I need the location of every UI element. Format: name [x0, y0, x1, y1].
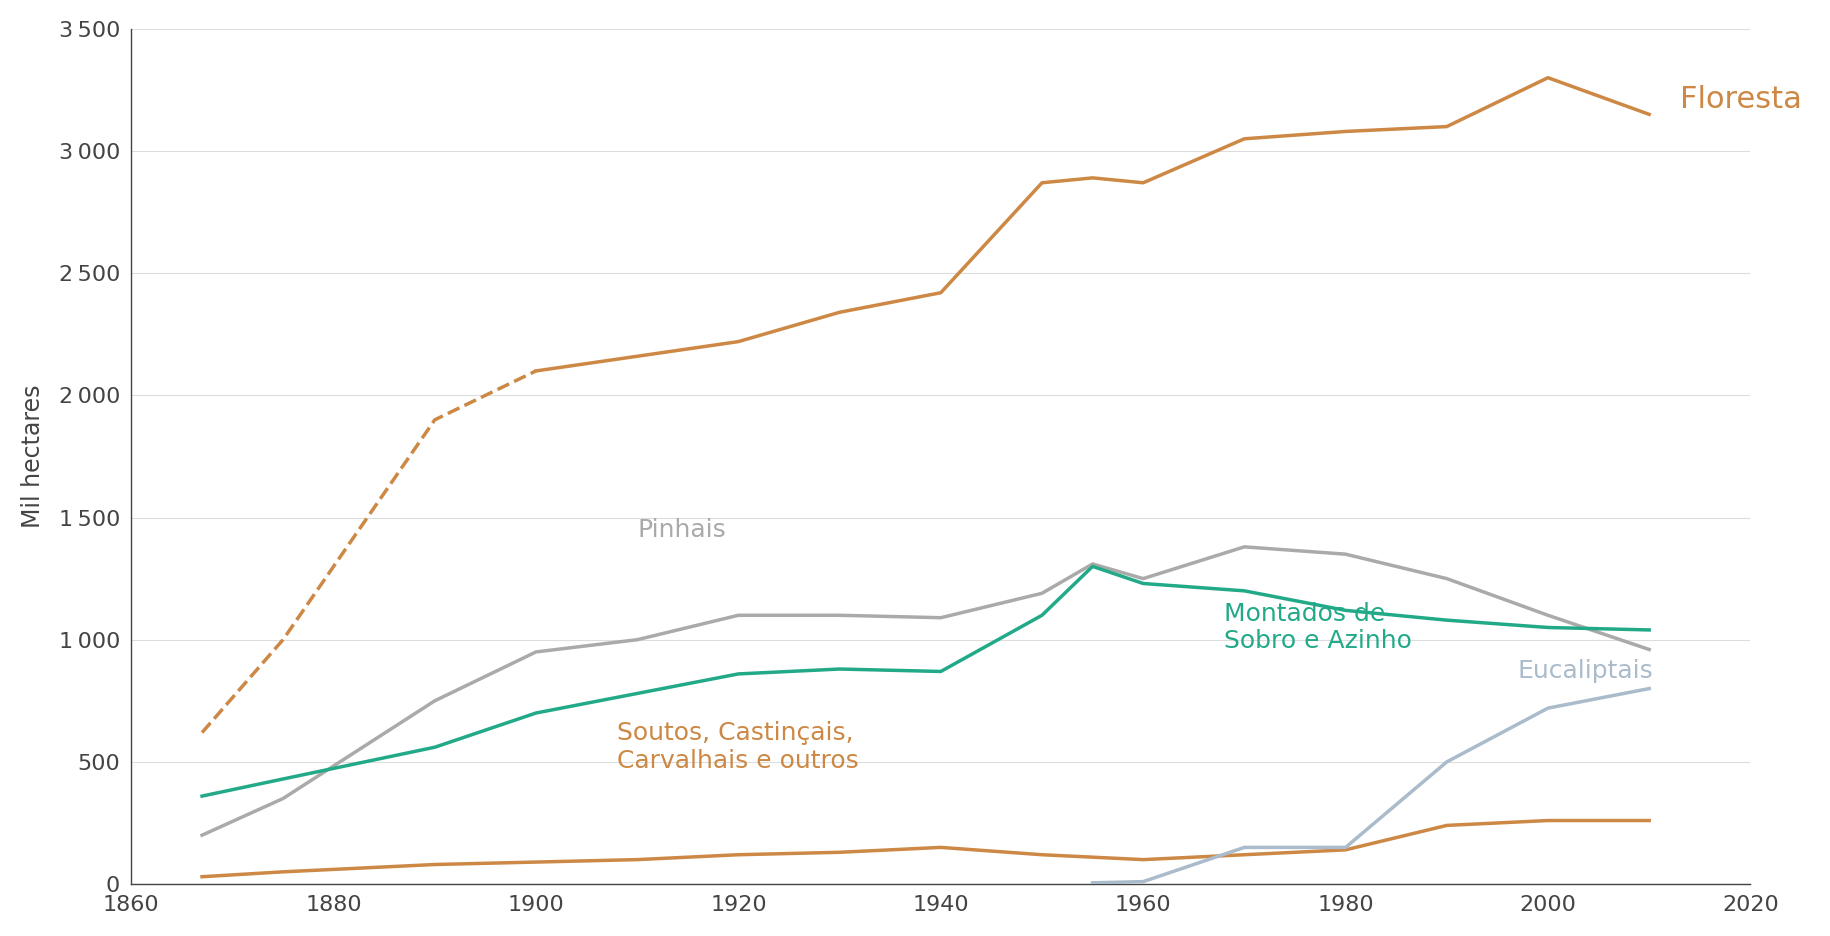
Text: Floresta: Floresta — [1678, 85, 1801, 114]
Y-axis label: Mil hectares: Mil hectares — [20, 385, 44, 528]
Text: Pinhais: Pinhais — [637, 518, 725, 542]
Text: Montados de
Sobro e Azinho: Montados de Sobro e Azinho — [1224, 602, 1411, 653]
Text: Soutos, Castinçais,
Carvalhais e outros: Soutos, Castinçais, Carvalhais e outros — [617, 722, 858, 773]
Text: Eucaliptais: Eucaliptais — [1517, 660, 1652, 683]
